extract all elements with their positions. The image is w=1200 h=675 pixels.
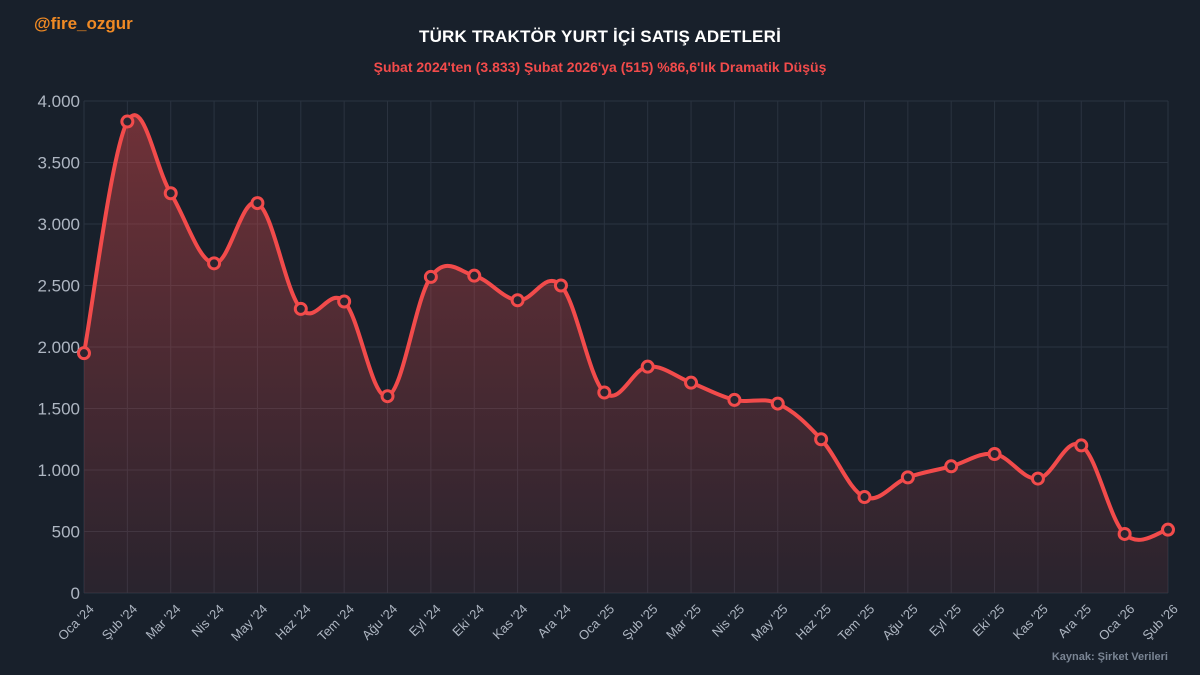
x-tick-label: Ağu '24 [359,601,400,642]
data-point [163,186,178,201]
x-tick-label: Ara '24 [534,601,573,640]
data-points [77,114,1175,541]
y-tick-label: 4.000 [37,92,80,111]
data-point [207,256,222,271]
data-point [944,459,959,474]
x-tick-label: Şub '25 [619,601,660,642]
data-point [250,196,265,211]
data-point [727,392,742,407]
chart-subtitle: Şubat 2024'ten (3.833) Şubat 2026'ya (51… [373,59,827,75]
source-note: Kaynak: Şirket Verileri [1051,651,1168,663]
data-point [1030,471,1045,486]
y-tick-label: 2.500 [37,277,80,296]
x-tick-label: Oca '26 [1096,601,1138,643]
x-tick-label: Ağu '25 [879,601,920,642]
data-point [77,346,91,361]
data-point [1117,526,1132,541]
series-area [84,115,1168,594]
data-point [770,396,785,411]
data-point [900,470,915,485]
x-tick-label: Oca '24 [55,601,97,643]
x-tick-label: Şub '24 [99,601,140,642]
x-tick-label: Eki '24 [449,601,487,639]
x-tick-label: Kas '24 [490,601,531,642]
x-tick-label: May '24 [228,601,271,644]
x-tick-label: Haz '24 [272,601,313,642]
y-tick-label: 2.000 [37,338,80,357]
x-tick-label: May '25 [748,601,791,644]
data-point [597,385,612,400]
data-point [293,301,308,316]
y-tick-label: 3.000 [37,215,80,234]
data-point [120,114,135,129]
data-point [423,269,438,284]
data-point [380,389,395,404]
x-tick-label: Eyl '25 [926,601,964,639]
data-point [467,268,482,283]
data-point [553,278,568,293]
data-point [337,294,352,309]
x-tick-label: Mar '24 [143,601,184,642]
x-tick-label: Eyl '24 [406,601,444,639]
data-point [1161,522,1175,537]
data-point [814,432,829,447]
x-tick-label: Kas '25 [1010,601,1051,642]
x-tick-label: Tem '25 [835,601,878,644]
y-tick-label: 3.500 [37,154,80,173]
y-tick-label: 0 [71,584,80,603]
x-axis: Oca '24 Şub '24 Mar '24 Nis '24 May '24 Haz '… [55,601,1181,644]
y-axis: 0 500 1.000 1.500 2.000 2.500 3.000 3.500 4.000 [37,92,80,603]
series-line [82,113,1170,542]
data-point [857,490,872,505]
y-tick-label: 1.000 [37,461,80,480]
x-tick-label: Tem '24 [315,601,358,644]
x-tick-label: Oca '25 [575,601,617,643]
data-point [510,293,525,308]
author-handle: @fire_ozgur [34,14,133,33]
x-tick-label: Nis '24 [189,601,227,639]
y-tick-label: 500 [52,523,80,542]
x-tick-label: Nis '25 [709,601,747,639]
chart-title: TÜRK TRAKTÖR YURT İÇİ SATIŞ ADETLERİ [419,27,781,46]
data-point [640,359,655,374]
x-tick-label: Eki '25 [970,601,1008,639]
data-point [987,447,1002,462]
data-point [684,375,699,390]
x-tick-label: Mar '25 [663,601,704,642]
x-tick-label: Ara '25 [1055,601,1094,640]
x-tick-label: Haz '25 [793,601,834,642]
x-tick-label: Şub '26 [1139,601,1180,642]
y-tick-label: 1.500 [37,400,80,419]
data-point [1074,438,1089,453]
